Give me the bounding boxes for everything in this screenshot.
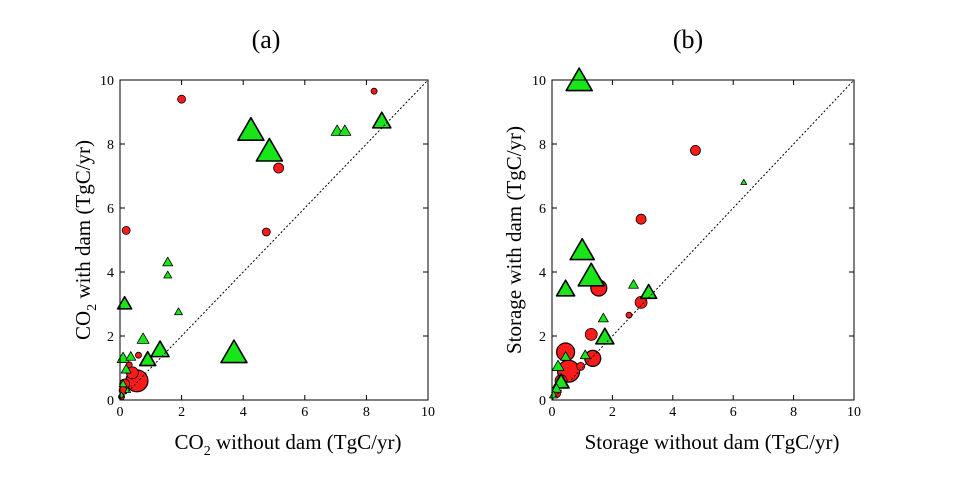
panel-a-y-tick-label: 4: [107, 266, 114, 281]
panel-a-y-tick-label: 0: [107, 394, 114, 409]
panel-a-x-ticks: 0 2 4 6 8 10: [117, 80, 435, 420]
panel-a-y-tick-label: 8: [107, 138, 114, 153]
panel-a-y-ticks: 0 2 4 6 8 10: [100, 74, 428, 409]
panel-b-triangle-point: [560, 351, 571, 361]
panel-a-x-tick-label: 6: [301, 405, 308, 420]
panel-a-triangle-point: [174, 307, 183, 316]
panel-a-triangle-point: [120, 364, 132, 374]
panel-b-triangle-point: [597, 312, 609, 323]
panel-b: (b) 0 2 4 6 8 10 0 2 4 6 8 10 Storage without dam …: [502, 25, 861, 454]
panel-a-circle-point: [261, 227, 271, 237]
panel-b-triangle-point: [628, 279, 639, 289]
panel-b-triangle-point: [595, 327, 615, 345]
panel-a-y-tick-label: 6: [107, 202, 114, 217]
panel-a-x-axis-label: CO2 without dam (TgC/yr): [175, 430, 402, 459]
panel-b-triangle-point: [551, 359, 565, 371]
panel-b-triangle-point: [579, 349, 591, 360]
panel-a-x-tick-label: 4: [240, 405, 247, 420]
panel-a-triangle-point: [125, 351, 137, 361]
panel-b-frame: [551, 79, 855, 401]
panel-b-title: (b): [673, 25, 703, 54]
panel-a-y-tick-label: 10: [100, 74, 114, 89]
panel-b-x-tick-label: 8: [790, 405, 797, 420]
panel-b-circle-point: [584, 327, 598, 341]
panel-b-x-tick-label: 2: [609, 405, 616, 420]
panel-a-y-tick-label: 2: [107, 330, 114, 345]
panel-b-y-tick-label: 0: [539, 394, 546, 409]
panel-b-triangle-point: [577, 262, 606, 287]
panel-a-x-tick-label: 2: [178, 405, 185, 420]
panel-b-y-axis-label: Storage with dam (TgC/yr): [502, 126, 526, 354]
panel-a-x-tick-label: 8: [363, 405, 370, 420]
panel-b-triangle-point: [565, 67, 593, 92]
panel-b-triangle-point: [740, 178, 748, 185]
panel-b-triangle-point: [551, 383, 562, 393]
panel-b-circle-point: [625, 311, 633, 319]
panel-b-x-tick-label: 6: [730, 405, 737, 420]
panel-a-triangle-point: [116, 295, 133, 310]
panel-b-one-to-one-line: [551, 79, 855, 401]
panel-a-frame: [119, 79, 429, 401]
panel-b-x-axis-label: Storage without dam (TgC/yr): [585, 430, 840, 454]
panel-a-triangle-point: [136, 332, 150, 344]
panel-b-y-tick-label: 4: [539, 266, 546, 281]
panel-a-title: (a): [252, 25, 281, 54]
panel-a-triangle-point: [150, 340, 170, 358]
panel-a-x-tick-label: 0: [117, 405, 124, 420]
panel-a-circle-point: [135, 351, 142, 359]
panel-a-circle-point: [177, 94, 187, 104]
panel-b-circle-point: [576, 361, 586, 371]
panel-b-triangle-point: [555, 279, 576, 297]
panel-b-x-ticks: 0 2 4 6 8 10: [549, 80, 861, 420]
panel-a-y-axis-label: CO2 with dam (TgC/yr): [71, 140, 100, 340]
panel-b-triangle-point: [639, 283, 658, 300]
panel-b-y-tick-label: 6: [539, 202, 546, 217]
panel-a-triangle-point: [371, 111, 392, 129]
panel-b-circle-point: [635, 213, 647, 225]
panel-b-y-tick-label: 2: [539, 330, 546, 345]
panel-b-marks: [549, 67, 748, 399]
panel-a-circle-point: [121, 225, 131, 235]
panel-a-triangle-point: [220, 339, 248, 364]
panel-a-triangle-point: [118, 379, 128, 388]
panel-a-triangle-point: [255, 137, 284, 162]
panel-a-triangle-point: [162, 256, 174, 267]
panel-b-circle-point: [690, 144, 701, 156]
panel-b-y-ticks: 0 2 4 6 8 10: [532, 74, 854, 409]
panel-b-triangle-point: [569, 237, 596, 261]
panel-b-y-tick-label: 8: [539, 138, 546, 153]
panel-a-triangle-point: [138, 350, 157, 367]
panel-a-circle-point: [273, 162, 285, 174]
panel-b-x-tick-label: 10: [847, 405, 861, 420]
panel-a-marks: [116, 87, 392, 401]
panel-b-x-tick-label: 4: [669, 405, 676, 420]
panel-a: (a) 0 2 4 6 8 10 0 2 4 6 8 10 CO2 without dam (TgC…: [71, 25, 435, 459]
panel-b-x-tick-label: 0: [549, 405, 556, 420]
panel-b-y-tick-label: 10: [532, 74, 546, 89]
panel-a-triangle-point: [237, 116, 265, 142]
panel-a-x-tick-label: 10: [421, 405, 435, 420]
panel-a-triangle-point: [338, 124, 352, 136]
panel-a-circle-point: [370, 87, 378, 95]
panel-a-triangle-point: [163, 270, 173, 279]
